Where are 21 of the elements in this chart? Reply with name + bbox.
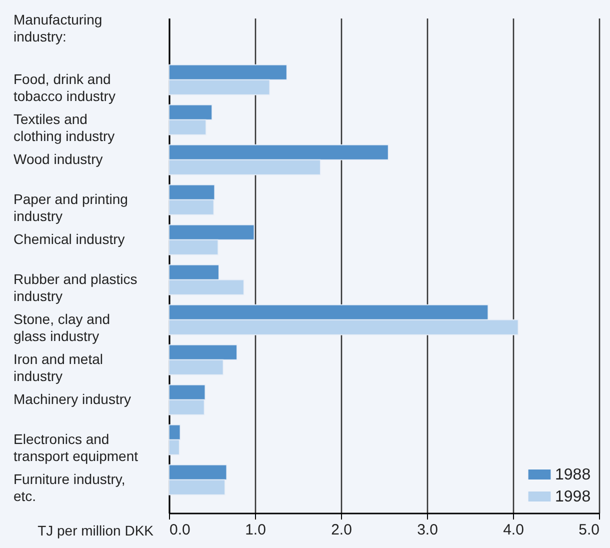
y-tick-label: Chemical industry <box>14 230 125 247</box>
x-tick-label: 1.0 <box>245 522 266 538</box>
y-tick-label: Food, drink and tobacco industry <box>14 70 116 104</box>
y-tick-label: Machinery industry <box>14 390 131 407</box>
x-axis-title: TJ per million DKK <box>38 522 154 538</box>
y-tick-label: Textiles and clothing industry <box>14 110 115 144</box>
y-tick-label: Rubber and plastics industry <box>14 270 138 304</box>
x-tick-label: 4.0 <box>503 522 524 538</box>
legend-label: 1988 <box>555 466 591 484</box>
y-tick-label: Paper and printing industry <box>14 190 128 224</box>
legend-label: 1998 <box>555 488 591 506</box>
x-tick-label: 3.0 <box>417 522 438 538</box>
y-tick-label: Stone, clay and glass industry <box>14 310 110 344</box>
x-tick-label: 2.0 <box>331 522 352 538</box>
y-tick-label: Wood industry <box>14 150 103 167</box>
x-tick-label: 5.0 <box>578 522 600 538</box>
y-tick-label: Electronics and transport equipment <box>14 430 138 464</box>
y-tick-label: Furniture industry, etc. <box>14 470 126 504</box>
y-axis-title: Manufacturing industry: <box>14 12 102 44</box>
x-tick-label: 0.0 <box>170 522 190 538</box>
y-tick-label: Iron and metal industry <box>14 350 103 384</box>
